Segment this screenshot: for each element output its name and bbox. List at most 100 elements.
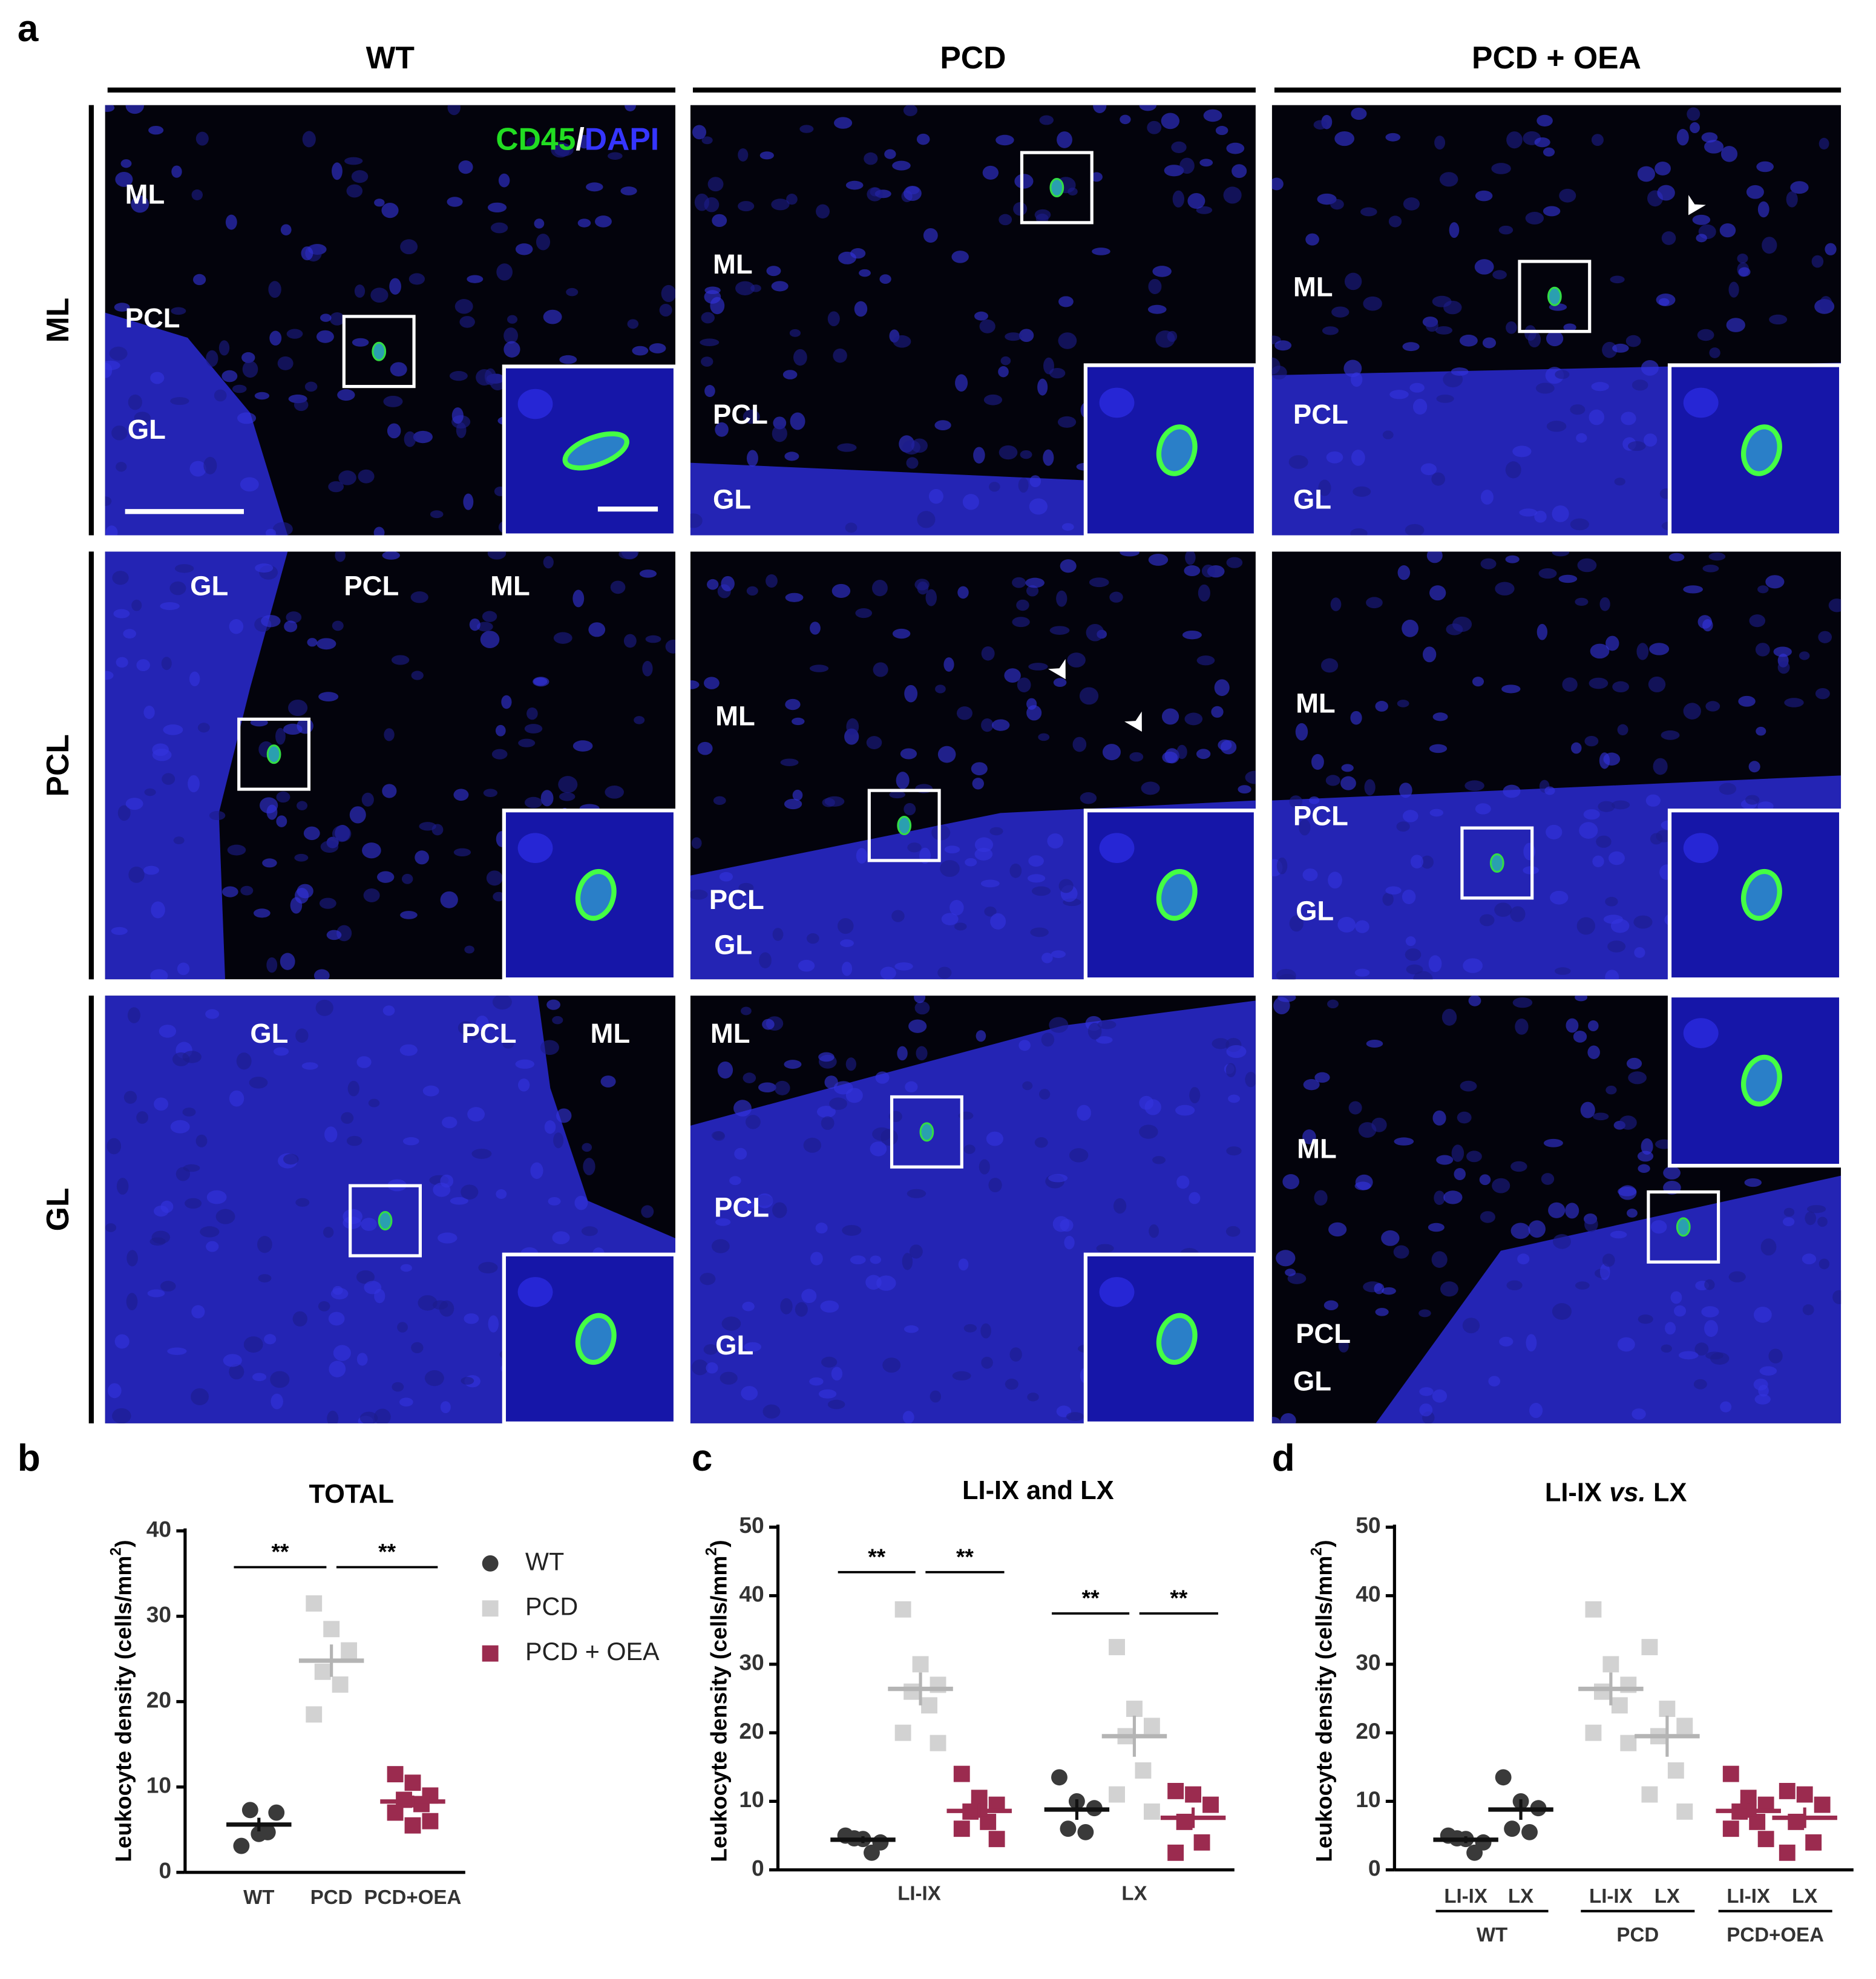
nucleus bbox=[951, 251, 969, 263]
nucleus bbox=[1728, 281, 1739, 298]
nucleus bbox=[1737, 253, 1748, 264]
nucleus bbox=[701, 136, 713, 145]
layer-label: ML bbox=[1296, 688, 1336, 719]
nucleus bbox=[1704, 140, 1724, 154]
nucleus bbox=[829, 1097, 847, 1110]
nucleus bbox=[1019, 329, 1034, 343]
nucleus bbox=[1702, 565, 1719, 573]
nucleus bbox=[1299, 819, 1311, 836]
nucleus bbox=[1570, 742, 1582, 754]
nucleus bbox=[1777, 661, 1790, 674]
nucleus bbox=[160, 602, 180, 610]
nucleus bbox=[1573, 1031, 1587, 1043]
nucleus bbox=[346, 1135, 362, 1146]
nucleus bbox=[476, 622, 493, 632]
nucleus bbox=[971, 762, 988, 776]
nucleus bbox=[490, 222, 508, 234]
nucleus bbox=[889, 790, 905, 799]
nucleus bbox=[1617, 724, 1628, 736]
nucleus bbox=[1637, 166, 1655, 182]
nucleus bbox=[105, 671, 114, 680]
nucleus bbox=[891, 910, 905, 922]
roi-cell bbox=[1547, 286, 1562, 306]
group-label: PCD+OEA bbox=[1727, 1924, 1824, 1946]
nucleus bbox=[1584, 1216, 1598, 1232]
nucleus bbox=[413, 430, 433, 444]
nucleus bbox=[741, 1386, 758, 1400]
nucleus bbox=[864, 152, 878, 165]
nucleus bbox=[1366, 597, 1383, 609]
nucleus bbox=[784, 1060, 802, 1069]
nucleus bbox=[1432, 295, 1452, 307]
nucleus bbox=[1350, 711, 1362, 725]
nucleus bbox=[892, 160, 911, 171]
nucleus bbox=[1005, 1378, 1018, 1390]
nucleus bbox=[704, 197, 720, 212]
nucleus bbox=[301, 246, 313, 261]
nucleus bbox=[1670, 1291, 1682, 1304]
nucleus bbox=[1738, 695, 1756, 707]
nucleus bbox=[304, 381, 318, 392]
nucleus bbox=[916, 1046, 928, 1061]
nucleus bbox=[503, 327, 519, 344]
nucleus bbox=[979, 319, 995, 333]
nucleus bbox=[1580, 1101, 1595, 1118]
nucleus bbox=[1499, 1336, 1514, 1347]
nucleus bbox=[701, 356, 713, 367]
nucleus bbox=[410, 591, 428, 603]
nucleus bbox=[659, 303, 672, 317]
nucleus bbox=[1692, 214, 1711, 225]
nucleus bbox=[1429, 744, 1448, 753]
nucleus bbox=[374, 199, 385, 207]
chart-title: LI-IX and LX bbox=[962, 1476, 1114, 1505]
nucleus bbox=[704, 286, 721, 294]
nucleus bbox=[333, 1345, 351, 1361]
nucleus bbox=[893, 335, 911, 348]
nucleus bbox=[974, 311, 988, 321]
nucleus bbox=[559, 792, 576, 801]
nucleus bbox=[268, 281, 281, 298]
data-point bbox=[1109, 1639, 1125, 1656]
nucleus bbox=[1371, 1117, 1387, 1132]
inset-nucleus bbox=[1099, 387, 1135, 418]
nucleus bbox=[1475, 190, 1493, 202]
data-point bbox=[1641, 1786, 1658, 1803]
nucleus bbox=[904, 802, 916, 816]
nucleus bbox=[1436, 394, 1454, 403]
nucleus bbox=[1139, 1095, 1154, 1110]
nucleus bbox=[574, 1195, 588, 1210]
nucleus bbox=[257, 1236, 272, 1253]
nucleus bbox=[1225, 1063, 1236, 1078]
nucleus bbox=[332, 620, 344, 631]
nucleus bbox=[1385, 133, 1401, 142]
nucleus bbox=[1589, 677, 1609, 689]
nucleus bbox=[359, 1411, 378, 1423]
nucleus bbox=[191, 1388, 209, 1405]
nucleus bbox=[1598, 801, 1615, 812]
nucleus bbox=[269, 330, 282, 346]
nucleus bbox=[337, 389, 355, 401]
nucleus bbox=[1457, 1111, 1472, 1124]
nucleus bbox=[1161, 113, 1179, 130]
nucleus bbox=[1748, 761, 1760, 773]
nucleus bbox=[875, 1071, 890, 1084]
nucleus bbox=[1405, 936, 1416, 947]
nucleus bbox=[876, 1275, 896, 1291]
nucleus bbox=[721, 576, 735, 592]
nucleus bbox=[1161, 708, 1179, 725]
nucleus bbox=[1492, 1178, 1510, 1193]
nucleus bbox=[1683, 585, 1704, 594]
nucleus bbox=[1375, 1308, 1389, 1316]
nucleus bbox=[225, 214, 237, 230]
nucleus bbox=[1480, 558, 1497, 569]
nucleus bbox=[750, 284, 761, 292]
nucleus bbox=[1027, 1393, 1039, 1402]
nucleus bbox=[295, 1028, 309, 1043]
nucleus bbox=[845, 1057, 856, 1071]
significance-label: ** bbox=[868, 1544, 885, 1569]
nucleus bbox=[442, 1117, 458, 1129]
nucleus bbox=[1149, 1224, 1159, 1238]
nucleus bbox=[1311, 753, 1324, 770]
nucleus bbox=[690, 889, 708, 900]
